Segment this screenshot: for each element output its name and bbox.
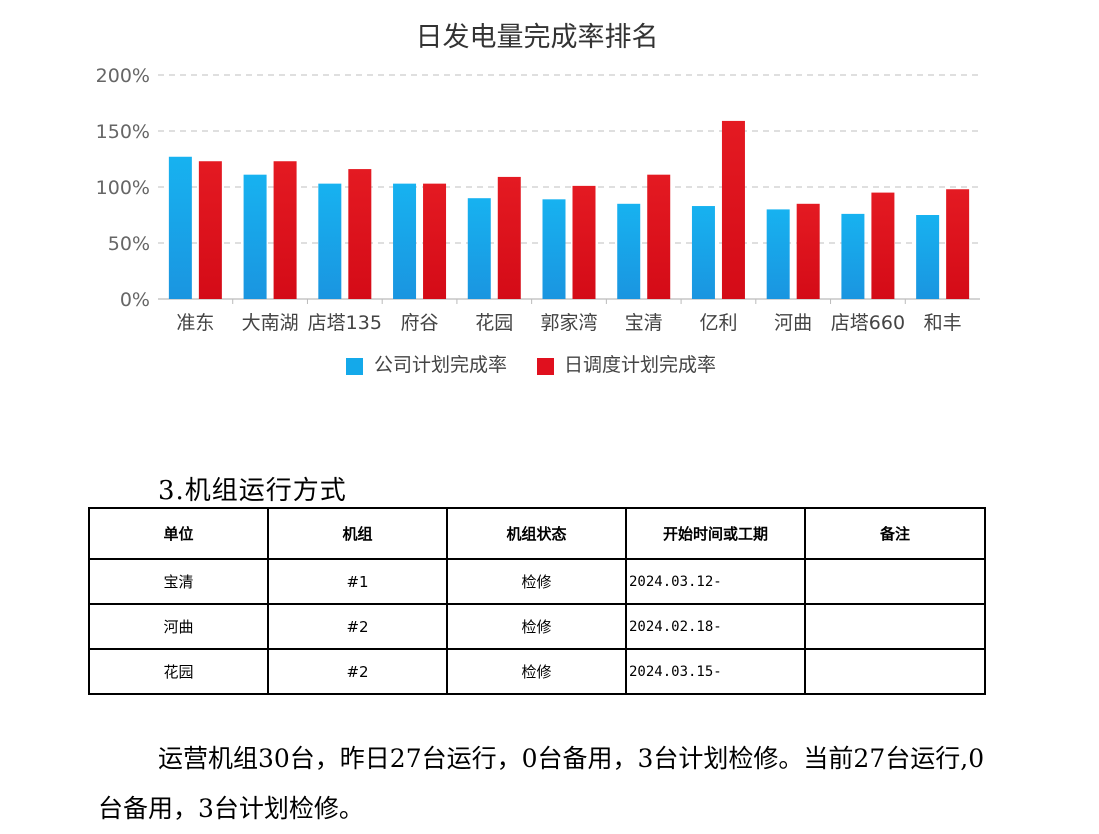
table-row: 宝清 #1 检修 2024.03.12-	[88, 558, 986, 605]
x-tick-label: 大南湖	[242, 312, 299, 334]
bar-company-plan	[691, 206, 715, 299]
cell-generator: #2	[267, 603, 448, 650]
x-tick-label: 亿利	[699, 312, 737, 334]
bar-daily-dispatch	[198, 161, 222, 299]
cell-unit: 宝清	[88, 558, 269, 605]
header-start-time: 开始时间或工期	[625, 507, 806, 560]
bar-company-plan	[766, 209, 790, 299]
bar-daily-dispatch	[796, 203, 820, 299]
x-tick-label: 准东	[176, 312, 214, 334]
y-tick-label: 50%	[108, 233, 150, 255]
bar-company-plan	[318, 183, 342, 299]
cell-start-time: 2024.02.18-	[625, 603, 806, 650]
y-tick-label: 200%	[96, 65, 150, 87]
bar-daily-dispatch	[497, 176, 521, 299]
bar-company-plan	[243, 174, 267, 299]
bar-daily-dispatch	[721, 120, 745, 299]
x-tick-label: 郭家湾	[540, 312, 597, 334]
bar-daily-dispatch	[871, 192, 895, 299]
bar-daily-dispatch	[572, 185, 596, 299]
unit-operation-table: 单位 机组 机组状态 开始时间或工期 备注 宝清 #1 检修 2024.03.1…	[88, 507, 986, 695]
header-status: 机组状态	[446, 507, 627, 560]
section-heading: 3.机组运行方式	[158, 476, 347, 506]
y-tick-label: 0%	[120, 289, 150, 311]
cell-remarks	[804, 603, 986, 650]
chart-title: 日发电量完成率排名	[416, 22, 659, 53]
bar-company-plan	[617, 203, 641, 299]
x-tick-label: 府谷	[401, 312, 439, 334]
cell-generator: #1	[267, 558, 448, 605]
header-remarks: 备注	[804, 507, 986, 560]
legend-swatch	[537, 358, 554, 375]
cell-remarks	[804, 558, 986, 605]
bar-daily-dispatch	[946, 189, 970, 299]
bar-daily-dispatch	[423, 183, 447, 299]
operation-summary: 运营机组30台，昨日27台运行，0台备用，3台计划检修。当前27台运行,0台备用…	[98, 744, 985, 823]
cell-status: 检修	[446, 603, 627, 650]
legend-swatch	[346, 358, 363, 375]
bar-company-plan	[467, 198, 491, 299]
table-header-row: 单位 机组 机组状态 开始时间或工期 备注	[88, 507, 986, 560]
completion-rate-chart: 日发电量完成率排名 0% 50% 100% 150% 200% 准东 大南湖 店塔135 府谷 花园…	[96, 22, 980, 376]
legend-label: 公司计划完成率	[374, 354, 507, 376]
bar-daily-dispatch	[348, 169, 372, 299]
bar-daily-dispatch	[273, 161, 297, 299]
header-unit: 单位	[88, 507, 269, 560]
cell-status: 检修	[446, 558, 627, 605]
y-tick-label: 100%	[96, 177, 150, 199]
cell-start-time: 2024.03.15-	[625, 648, 806, 695]
bar-company-plan	[393, 183, 417, 299]
cell-status: 检修	[446, 648, 627, 695]
legend-label: 日调度计划完成率	[564, 354, 716, 376]
bar-company-plan	[916, 215, 940, 299]
x-tick-label: 店塔660	[831, 312, 905, 334]
x-tick-label: 河曲	[774, 312, 812, 334]
cell-start-time: 2024.03.12-	[625, 558, 806, 605]
table-row: 花园 #2 检修 2024.03.15-	[88, 648, 986, 695]
table-row: 河曲 #2 检修 2024.02.18-	[88, 603, 986, 650]
x-tick-label: 和丰	[924, 312, 962, 334]
cell-remarks	[804, 648, 986, 695]
cell-unit: 花园	[88, 648, 269, 695]
x-tick-label: 宝清	[625, 312, 663, 334]
cell-unit: 河曲	[88, 603, 269, 650]
bar-daily-dispatch	[647, 174, 671, 299]
cell-generator: #2	[267, 648, 448, 695]
bar-company-plan	[542, 199, 566, 299]
bar-company-plan	[841, 213, 865, 299]
bar-company-plan	[168, 156, 192, 299]
y-tick-label: 150%	[96, 121, 150, 143]
header-generator: 机组	[267, 507, 448, 560]
x-tick-label: 花园	[475, 312, 513, 334]
x-tick-label: 店塔135	[308, 312, 382, 334]
